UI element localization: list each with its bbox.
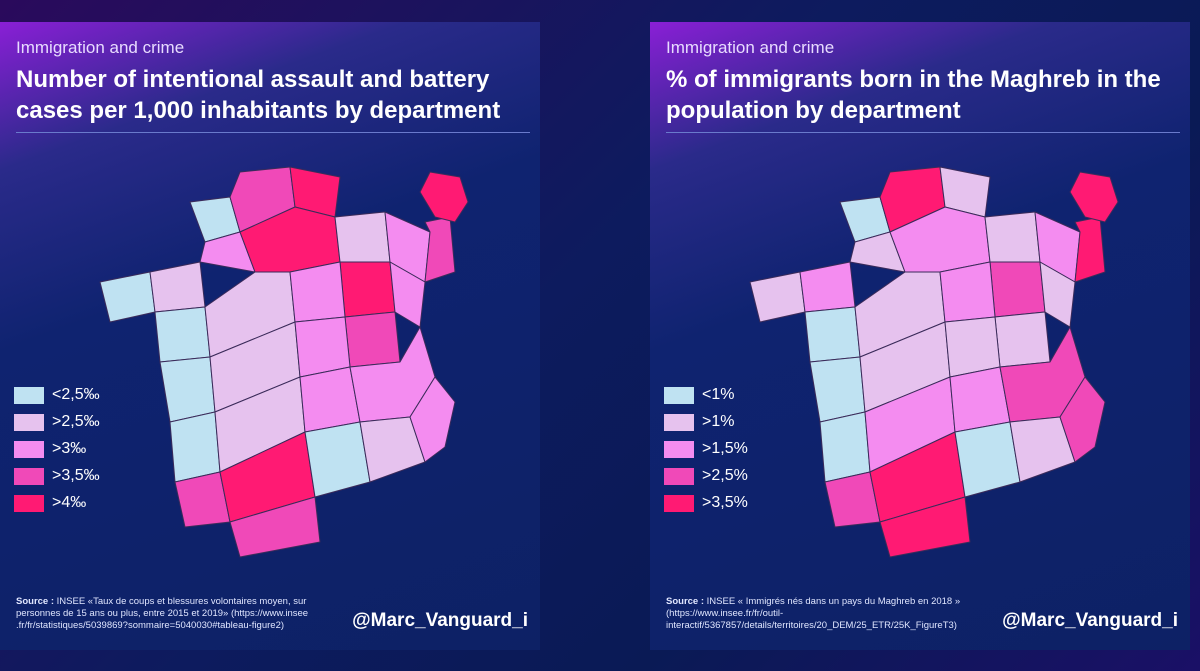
department <box>304 421 371 498</box>
legend-swatch <box>664 440 694 458</box>
legend-swatch <box>664 494 694 512</box>
left-panel: Immigration and crime Number of intentio… <box>0 22 540 650</box>
legend-label: >1,5% <box>702 440 748 457</box>
legend-item: <1% <box>664 384 748 406</box>
department <box>159 356 216 423</box>
legend-swatch <box>664 386 694 404</box>
legend-swatch <box>14 467 44 485</box>
department <box>984 211 1041 263</box>
author-handle: @Marc_Vanguard_i <box>1002 610 1178 631</box>
department <box>299 366 361 433</box>
department <box>229 496 321 558</box>
legend-item: >2,5‰ <box>14 411 100 433</box>
department <box>169 411 221 483</box>
department <box>339 261 396 318</box>
department <box>1059 376 1106 463</box>
department <box>749 271 806 323</box>
legend-label: >3,5% <box>702 494 748 511</box>
source-note: Source : INSEE « Immigrés nés dans un pa… <box>666 596 986 632</box>
legend-item: >3,5‰ <box>14 465 100 487</box>
panel-subtitle: Immigration and crime <box>666 38 835 57</box>
source-label: Source : <box>666 596 705 607</box>
department <box>939 261 996 323</box>
department <box>149 261 206 313</box>
legend-label: >2,5% <box>702 467 748 484</box>
department <box>154 306 211 363</box>
department <box>294 316 351 378</box>
corsica <box>419 171 469 223</box>
corsica <box>1069 171 1119 223</box>
source-label: Source : <box>16 596 55 607</box>
department <box>879 496 971 558</box>
legend: <1% >1% >1,5% >2,5% >3,5% <box>664 384 748 519</box>
department <box>409 376 456 463</box>
panel-subtitle: Immigration and crime <box>16 38 185 57</box>
right-panel: Immigration and crime % of immigrants bo… <box>650 22 1190 650</box>
legend-item: >3,5% <box>664 492 748 514</box>
legend-swatch <box>14 413 44 431</box>
author-handle: @Marc_Vanguard_i <box>352 610 528 631</box>
department <box>99 271 156 323</box>
france-map <box>749 166 1119 558</box>
department <box>804 306 861 363</box>
department <box>334 211 391 263</box>
legend-label: >3‰ <box>52 440 87 457</box>
department <box>344 311 401 368</box>
department <box>809 356 866 423</box>
legend-item: >4‰ <box>14 492 100 514</box>
legend-item: <2,5‰ <box>14 384 100 406</box>
legend-label: >3,5‰ <box>52 467 100 484</box>
department <box>944 316 1001 378</box>
title-divider <box>16 132 530 133</box>
source-text: INSEE « Immigrés nés dans un pays du Mag… <box>666 596 961 631</box>
department <box>994 311 1051 368</box>
department <box>424 216 456 283</box>
panel-title: % of immigrants born in the Maghreb in t… <box>666 66 1161 124</box>
legend-label: <1% <box>702 386 735 403</box>
legend-swatch <box>14 440 44 458</box>
legend-swatch <box>664 413 694 431</box>
legend-item: >3‰ <box>14 438 100 460</box>
legend-label: <2,5‰ <box>52 386 100 403</box>
department <box>989 261 1046 318</box>
department <box>954 421 1021 498</box>
legend-swatch <box>14 494 44 512</box>
panel-title: Number of intentional assault and batter… <box>16 66 501 124</box>
legend-item: >1,5% <box>664 438 748 460</box>
legend-item: >1% <box>664 411 748 433</box>
legend-swatch <box>664 467 694 485</box>
legend-label: >1% <box>702 413 735 430</box>
legend-label: >4‰ <box>52 494 87 511</box>
legend-label: >2,5‰ <box>52 413 100 430</box>
source-text: INSEE «Taux de coups et blessures volont… <box>16 596 309 631</box>
legend-swatch <box>14 386 44 404</box>
france-map <box>99 166 469 558</box>
title-divider <box>666 132 1180 133</box>
department <box>1074 216 1106 283</box>
department <box>949 366 1011 433</box>
legend-item: >2,5% <box>664 465 748 487</box>
source-note: Source : INSEE «Taux de coups et blessur… <box>16 596 336 632</box>
department <box>289 261 346 323</box>
department <box>799 261 856 313</box>
department <box>819 411 871 483</box>
legend: <2,5‰ >2,5‰ >3‰ >3,5‰ >4‰ <box>14 384 100 519</box>
